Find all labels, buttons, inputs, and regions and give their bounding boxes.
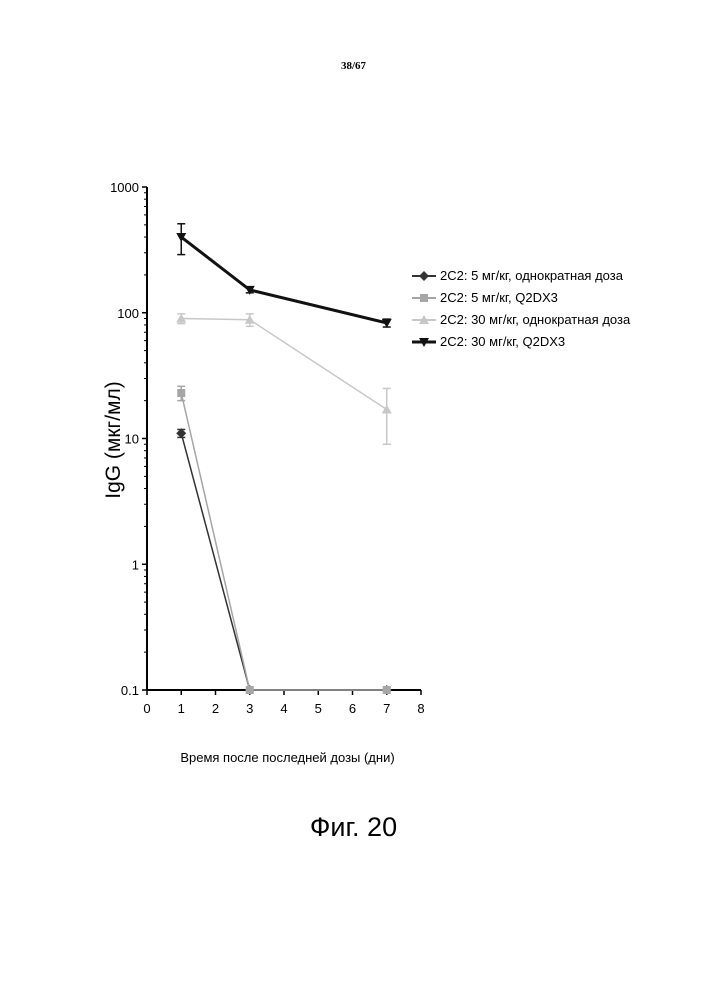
y-tick-label: 0.1	[121, 683, 139, 698]
chart-plot-area	[176, 224, 392, 695]
x-axis-label: Время после последней дозы (дни)	[110, 750, 465, 765]
data-point	[177, 389, 185, 397]
legend: 2C2: 5 мг/кг, однократная доза 2C2: 5 мг…	[412, 268, 702, 356]
data-point	[383, 686, 391, 694]
y-axis-label: IgG (мкг/мл)	[102, 381, 125, 498]
legend-item: 2C2: 5 мг/кг, Q2DX3	[412, 290, 702, 306]
legend-label: 2C2: 5 мг/кг, однократная доза	[440, 268, 623, 283]
series-line	[181, 393, 387, 690]
data-point	[246, 686, 254, 694]
legend-label: 2C2: 30 мг/кг, однократная доза	[440, 312, 630, 327]
x-tick-label: 5	[315, 701, 322, 716]
x-tick-label: 1	[178, 701, 185, 716]
x-tick-label: 0	[143, 701, 150, 716]
x-tick-label: 2	[212, 701, 219, 716]
y-tick-label: 100	[117, 306, 139, 321]
figure-caption: Фиг. 20	[0, 812, 707, 843]
series-line	[181, 237, 387, 323]
x-tick-label: 7	[383, 701, 390, 716]
chart-axes: 0 1 2 3 4 5 6 7 8 0.1 1 10 100 1000	[110, 180, 425, 716]
x-tick-label: 6	[349, 701, 356, 716]
x-tick-label: 8	[417, 701, 424, 716]
diamond-marker-icon	[412, 269, 436, 283]
data-point	[382, 405, 392, 414]
triangle-down-marker-icon	[412, 335, 436, 349]
data-series	[176, 428, 392, 695]
y-tick-label: 1000	[110, 180, 139, 195]
series-line	[181, 319, 387, 410]
x-tick-label: 4	[280, 701, 287, 716]
x-tick-label: 3	[246, 701, 253, 716]
data-series	[176, 224, 392, 328]
legend-item: 2C2: 30 мг/кг, Q2DX3	[412, 334, 702, 350]
legend-label: 2C2: 30 мг/кг, Q2DX3	[440, 334, 565, 349]
triangle-up-marker-icon	[412, 313, 436, 327]
y-tick-label: 1	[132, 557, 139, 572]
legend-label: 2C2: 5 мг/кг, Q2DX3	[440, 290, 558, 305]
legend-item: 2C2: 5 мг/кг, однократная доза	[412, 268, 702, 284]
y-tick-label: 10	[125, 432, 139, 447]
legend-item: 2C2: 30 мг/кг, однократная доза	[412, 312, 702, 328]
data-series	[176, 314, 392, 445]
series-line	[181, 433, 387, 690]
square-marker-icon	[412, 291, 436, 305]
